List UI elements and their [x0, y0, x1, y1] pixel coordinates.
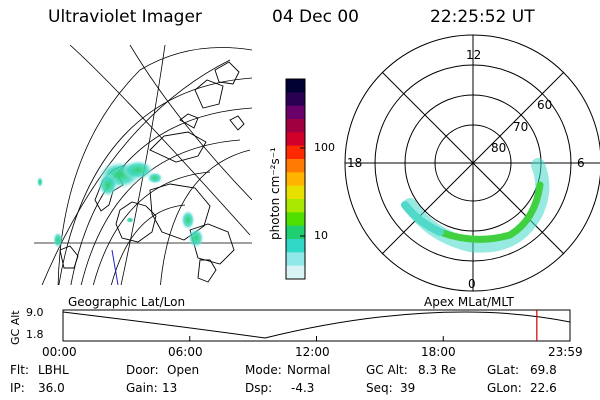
- mode-label: Mode:: [245, 363, 282, 377]
- door-label: Door:: [126, 363, 159, 377]
- dsp-label: Dsp:: [245, 381, 273, 395]
- colorbar-tick-10: 10: [314, 229, 328, 242]
- mode-value: Normal: [287, 363, 331, 377]
- altitude-plot: [62, 309, 571, 342]
- colorbar-segment: [286, 185, 305, 200]
- colorbar-tick-100: 100: [314, 141, 335, 154]
- altitude-ylabel: GC Alt: [9, 310, 22, 345]
- glat-label: GLat:: [487, 363, 520, 377]
- colorbar-segment: [286, 92, 305, 107]
- instrument-title: Ultraviolet Imager: [48, 7, 202, 27]
- colorbar-segment: [286, 239, 305, 253]
- seq-value: 39: [400, 381, 416, 395]
- colorbar-segment: [286, 145, 305, 160]
- colorbar-segment: [286, 199, 305, 213]
- altitude-xtick-3: 18:00: [421, 345, 456, 359]
- colorbar-segment: [286, 159, 305, 173]
- altitude-xtick-1: 06:00: [168, 345, 203, 359]
- colorbar-segment: [286, 252, 305, 267]
- gain-value: 13: [162, 381, 178, 395]
- glon-value: 22.6: [530, 381, 557, 395]
- date-label: 04 Dec 00: [272, 7, 359, 27]
- flt-label: Flt:: [10, 363, 29, 377]
- mlt-label-18: 18: [347, 156, 363, 170]
- mlt-label-6: 6: [577, 156, 585, 170]
- dsp-value: -4.3: [291, 381, 315, 395]
- polar-map: [344, 34, 600, 292]
- colorbar-segment: [286, 105, 305, 120]
- colorbar-segment: [286, 79, 305, 93]
- mlat-label-80: 80: [491, 141, 507, 155]
- mlt-label-12: 12: [466, 48, 482, 62]
- colorbar-segment: [286, 132, 305, 147]
- ip-label: IP:: [10, 381, 25, 395]
- gcalt-label: GC Alt:: [366, 363, 408, 377]
- time-label: 22:25:52 UT: [430, 7, 535, 27]
- colorbar-segment: [286, 265, 305, 280]
- altitude-xtick-0: 00:00: [42, 345, 77, 359]
- colorbar-segment: [286, 225, 305, 240]
- glon-label: GLon:: [487, 381, 522, 395]
- altitude-xtick-4: 23:59: [548, 345, 583, 359]
- polar-map-label: Apex MLat/MLT: [424, 295, 514, 309]
- door-value: Open: [167, 363, 200, 377]
- colorbar-segment: [286, 172, 305, 187]
- altitude-ytick-low: 1.8: [26, 328, 44, 341]
- altitude-xtick-2: 12:00: [295, 345, 330, 359]
- colorbar-unit-label: photon cm⁻²s⁻¹: [268, 147, 282, 240]
- gcalt-value: 8.3 Re: [418, 363, 457, 377]
- flt-value: LBHL: [38, 363, 69, 377]
- geo-map-label: Geographic Lat/Lon: [68, 295, 186, 309]
- mlat-label-70: 70: [513, 120, 529, 134]
- seq-label: Seq:: [366, 381, 393, 395]
- altitude-ytick-high: 9.0: [26, 306, 44, 319]
- ip-value: 36.0: [38, 381, 65, 395]
- mlat-label-60: 60: [537, 98, 553, 112]
- mlt-label-0: 0: [468, 277, 476, 291]
- colorbar-segment: [286, 212, 305, 227]
- colorbar: [285, 78, 306, 280]
- geographic-map: [34, 45, 252, 285]
- colorbar-segment: [286, 119, 305, 133]
- gain-label: Gain:: [126, 381, 158, 395]
- glat-value: 69.8: [530, 363, 557, 377]
